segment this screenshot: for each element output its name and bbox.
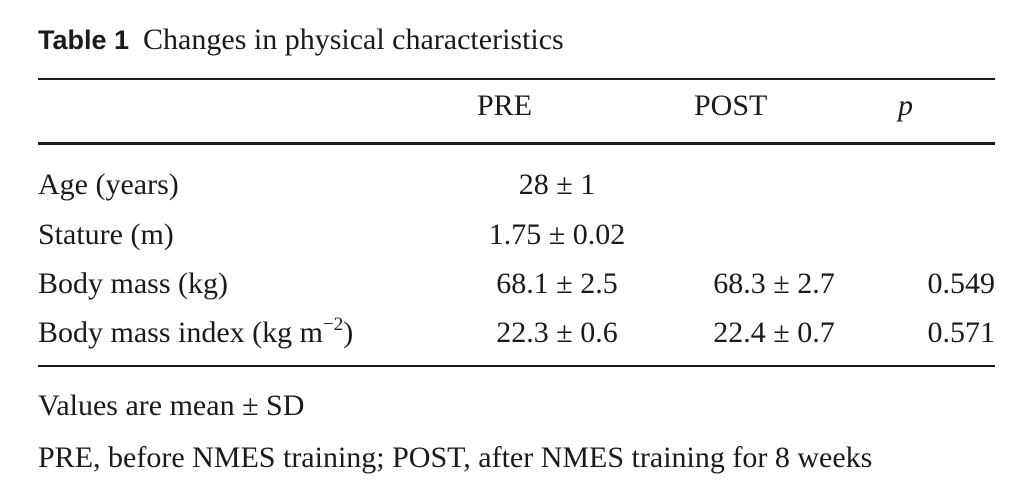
table-caption-title: Changes in physical characteristics [143,23,564,56]
footnote-abbreviations: PRE, before NMES training; POST, after N… [38,441,873,474]
header-pre: PRE [477,89,533,122]
row-label-bmi: Body mass index (kg m−2) [38,314,354,349]
cell-pre-body-mass: 68.1 ± 2.5 [496,267,618,300]
cell-pre-bmi: 22.3 ± 0.6 [496,316,618,349]
cell-post-bmi: 22.4 ± 0.7 [713,316,835,349]
cell-p-bmi: 0.571 [927,316,996,349]
cell-pre-age: 28 ± 1 [518,168,596,201]
cell-post-body-mass: 68.3 ± 2.7 [713,267,835,300]
cell-p-body-mass: 0.549 [927,267,996,300]
cell-pre-stature: 1.75 ± 0.02 [488,218,626,251]
header-p-value: p [898,89,913,122]
bmi-unit-exponent: −2 [323,314,344,335]
table-caption-label: Table 1 [38,25,130,55]
row-label-age: Age (years) [38,168,179,201]
table-caption: Table 1 Changes in physical characteristi… [38,20,564,60]
header-post: POST [694,89,768,122]
table-top-rule [38,78,995,80]
table-bottom-rule [38,365,995,367]
row-label-stature: Stature (m) [38,218,174,251]
footnote-values: Values are mean ± SD [38,389,305,422]
table-header-rule [38,142,995,145]
row-label-body-mass: Body mass (kg) [38,267,228,300]
